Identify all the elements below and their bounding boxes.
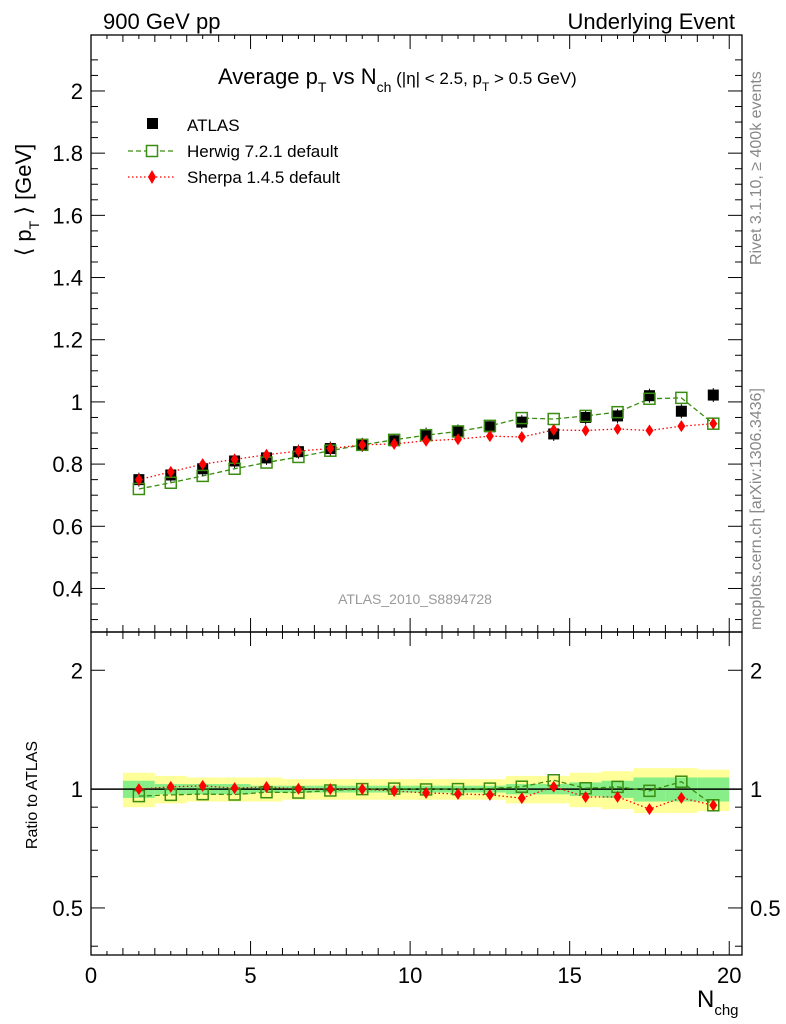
- atlas-point: [452, 425, 464, 437]
- sherpa-point: [549, 423, 558, 436]
- header-right: Underlying Event: [567, 9, 735, 34]
- herwig-point: [196, 469, 209, 483]
- atlas-point: [707, 389, 719, 401]
- ratio-sherpa-point: [453, 787, 462, 800]
- ratio-sherpa-point: [549, 780, 558, 793]
- herwig-point: [579, 409, 592, 423]
- herwig-point: [515, 411, 529, 425]
- y-axis-label: ⟨ pT ⟩ [GeV]: [11, 144, 42, 257]
- sherpa-point: [613, 422, 622, 435]
- ratio-sherpa-point: [517, 792, 526, 805]
- sherpa-point: [581, 424, 590, 437]
- sherpa-point: [422, 434, 431, 447]
- ratio-sherpa-point: [134, 783, 143, 796]
- sherpa-point: [198, 458, 207, 471]
- y-tick-label: 0.6: [52, 514, 83, 539]
- x-axis-label: Nchg: [697, 986, 739, 1019]
- ratio-sherpa-point: [294, 782, 303, 795]
- x-tick-label: 15: [557, 963, 581, 988]
- sherpa-point: [709, 417, 718, 430]
- y-tick-label: 0.4: [52, 576, 83, 601]
- ratio-y-axis-label: Ratio to ATLAS: [24, 741, 41, 849]
- y-tick-label: 1.2: [52, 328, 83, 353]
- atlas-point: [675, 405, 687, 417]
- y-tick-label: 1.6: [52, 203, 83, 228]
- ratio-frame: [90, 631, 743, 956]
- ratio-sherpa-point: [326, 783, 335, 796]
- atlas-point: [612, 410, 624, 422]
- legend-label-sherpa: Sherpa 1.4.5 default: [187, 168, 340, 187]
- sherpa-point: [485, 430, 494, 443]
- sherpa-point: [294, 445, 303, 458]
- herwig-point: [675, 391, 688, 405]
- sherpa-point: [262, 448, 271, 461]
- ratio-tick-label-right: 1: [750, 777, 762, 802]
- ratio-tick-label-left: 1: [71, 777, 83, 802]
- ratio-sherpa-point: [262, 781, 271, 794]
- x-tick-label: 0: [85, 963, 97, 988]
- y-tick-label: 0.8: [52, 452, 83, 477]
- sherpa-point: [358, 438, 367, 451]
- ratio-sherpa-point: [485, 788, 494, 801]
- ratio-tick-label-left: 0.5: [52, 896, 83, 921]
- ratio-sherpa-point: [422, 786, 431, 799]
- herwig-point: [643, 392, 656, 406]
- ratio-herwig-point: [675, 775, 688, 788]
- analysis-watermark: ATLAS_2010_S8894728: [338, 591, 492, 607]
- sherpa-point: [645, 424, 654, 437]
- legend-marker-atlas: [147, 118, 158, 129]
- atlas-point: [516, 416, 528, 428]
- x-tick-label: 10: [398, 963, 422, 988]
- ratio-sherpa-point: [166, 780, 175, 793]
- ratio-sherpa-point: [709, 799, 718, 812]
- mcplots-label: mcplots.cern.ch [arXiv:1306.3436]: [748, 388, 765, 630]
- sherpa-point: [677, 420, 686, 433]
- ratio-panel: 0 5 10 15 20 0.5 0.5 1 1 2 2: [52, 631, 781, 988]
- sherpa-point: [517, 431, 526, 444]
- herwig-point: [611, 405, 624, 419]
- y-tick-label: 1.4: [52, 266, 83, 291]
- legend-label-herwig: Herwig 7.2.1 default: [187, 142, 338, 161]
- ratio-sherpa-point: [198, 779, 207, 792]
- atlas-point: [420, 429, 432, 441]
- y-tick-label: 1.8: [52, 141, 83, 166]
- legend-marker-herwig: [145, 144, 159, 158]
- rivet-label: Rivet 3.1.10, ≥ 400k events: [748, 71, 765, 265]
- ratio-sherpa-point: [358, 783, 367, 796]
- ratio-tick-label-right: 2: [750, 658, 762, 683]
- ratio-tick-label-right: 0.5: [750, 896, 781, 921]
- sherpa-point: [453, 433, 462, 446]
- ratio-sherpa-point: [677, 791, 686, 804]
- atlas-point: [580, 411, 592, 423]
- ratio-sherpa-point: [581, 790, 590, 803]
- ratio-herwig-line: [138, 779, 714, 806]
- ratio-sherpa-point: [230, 782, 239, 795]
- sherpa-point: [166, 465, 175, 478]
- sherpa-point: [134, 473, 143, 486]
- sherpa-point: [230, 453, 239, 466]
- ratio-tick-label-left: 2: [71, 658, 83, 683]
- ratio-sherpa-point: [390, 784, 399, 797]
- x-tick-label: 5: [244, 963, 256, 988]
- ratio-sherpa-point: [613, 790, 622, 803]
- ratio-sherpa-point: [645, 803, 654, 816]
- main-panel: 0.4 0.6 0.8 1 1.2 1.4 1.6 1.8 2: [52, 34, 743, 633]
- header-left: 900 GeV pp: [103, 9, 220, 34]
- x-tick-label: 20: [717, 963, 741, 988]
- legend: ATLAS Herwig 7.2.1 default Sherpa 1.4.5 …: [128, 116, 340, 187]
- y-tick-label: 2: [71, 79, 83, 104]
- atlas-point: [643, 390, 655, 402]
- ratio-herwig-point: [643, 784, 656, 798]
- y-tick-label: 1: [71, 390, 83, 415]
- sherpa-point: [390, 437, 399, 450]
- atlas-point: [484, 421, 496, 433]
- legend-marker-sherpa: [148, 170, 156, 184]
- chart-title: Average pT vs Nch (|η| < 2.5, pT > 0.5 G…: [218, 64, 577, 95]
- legend-label-atlas: ATLAS: [187, 116, 240, 135]
- sherpa-point: [326, 442, 335, 455]
